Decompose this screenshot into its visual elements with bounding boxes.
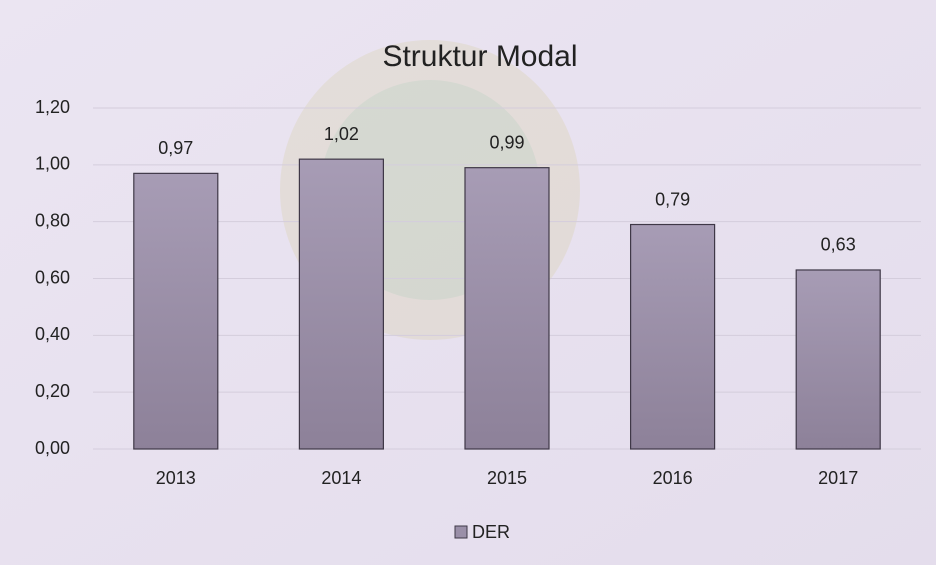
bar	[299, 159, 383, 449]
chart: Struktur Modal 0,00 0,20 0,40 0,60 0,80 1,00 1…	[0, 0, 936, 565]
data-label: 0,63	[821, 235, 856, 255]
data-label: 0,79	[655, 189, 690, 209]
bar	[134, 173, 218, 449]
y-tick-label: 0,40	[35, 324, 70, 344]
bar	[796, 270, 880, 449]
y-tick-label: 1,20	[35, 97, 70, 117]
y-tick-label: 1,00	[35, 154, 70, 174]
chart-title: Struktur Modal	[382, 40, 577, 73]
data-label: 0,99	[489, 132, 524, 152]
legend-swatch	[455, 526, 467, 538]
x-tick-label: 2017	[818, 468, 858, 488]
x-tick-label: 2016	[653, 468, 693, 488]
bar	[465, 168, 549, 449]
y-tick-label: 0,80	[35, 210, 70, 230]
data-label: 0,97	[158, 138, 193, 158]
x-tick-label: 2014	[321, 468, 361, 488]
x-tick-label: 2015	[487, 468, 527, 488]
legend-label: DER	[472, 522, 510, 542]
x-tick-label: 2013	[156, 468, 196, 488]
bar	[631, 225, 715, 449]
y-tick-label: 0,20	[35, 381, 70, 401]
y-tick-label: 0,60	[35, 267, 70, 287]
data-label: 1,02	[324, 124, 359, 144]
y-tick-label: 0,00	[35, 438, 70, 458]
